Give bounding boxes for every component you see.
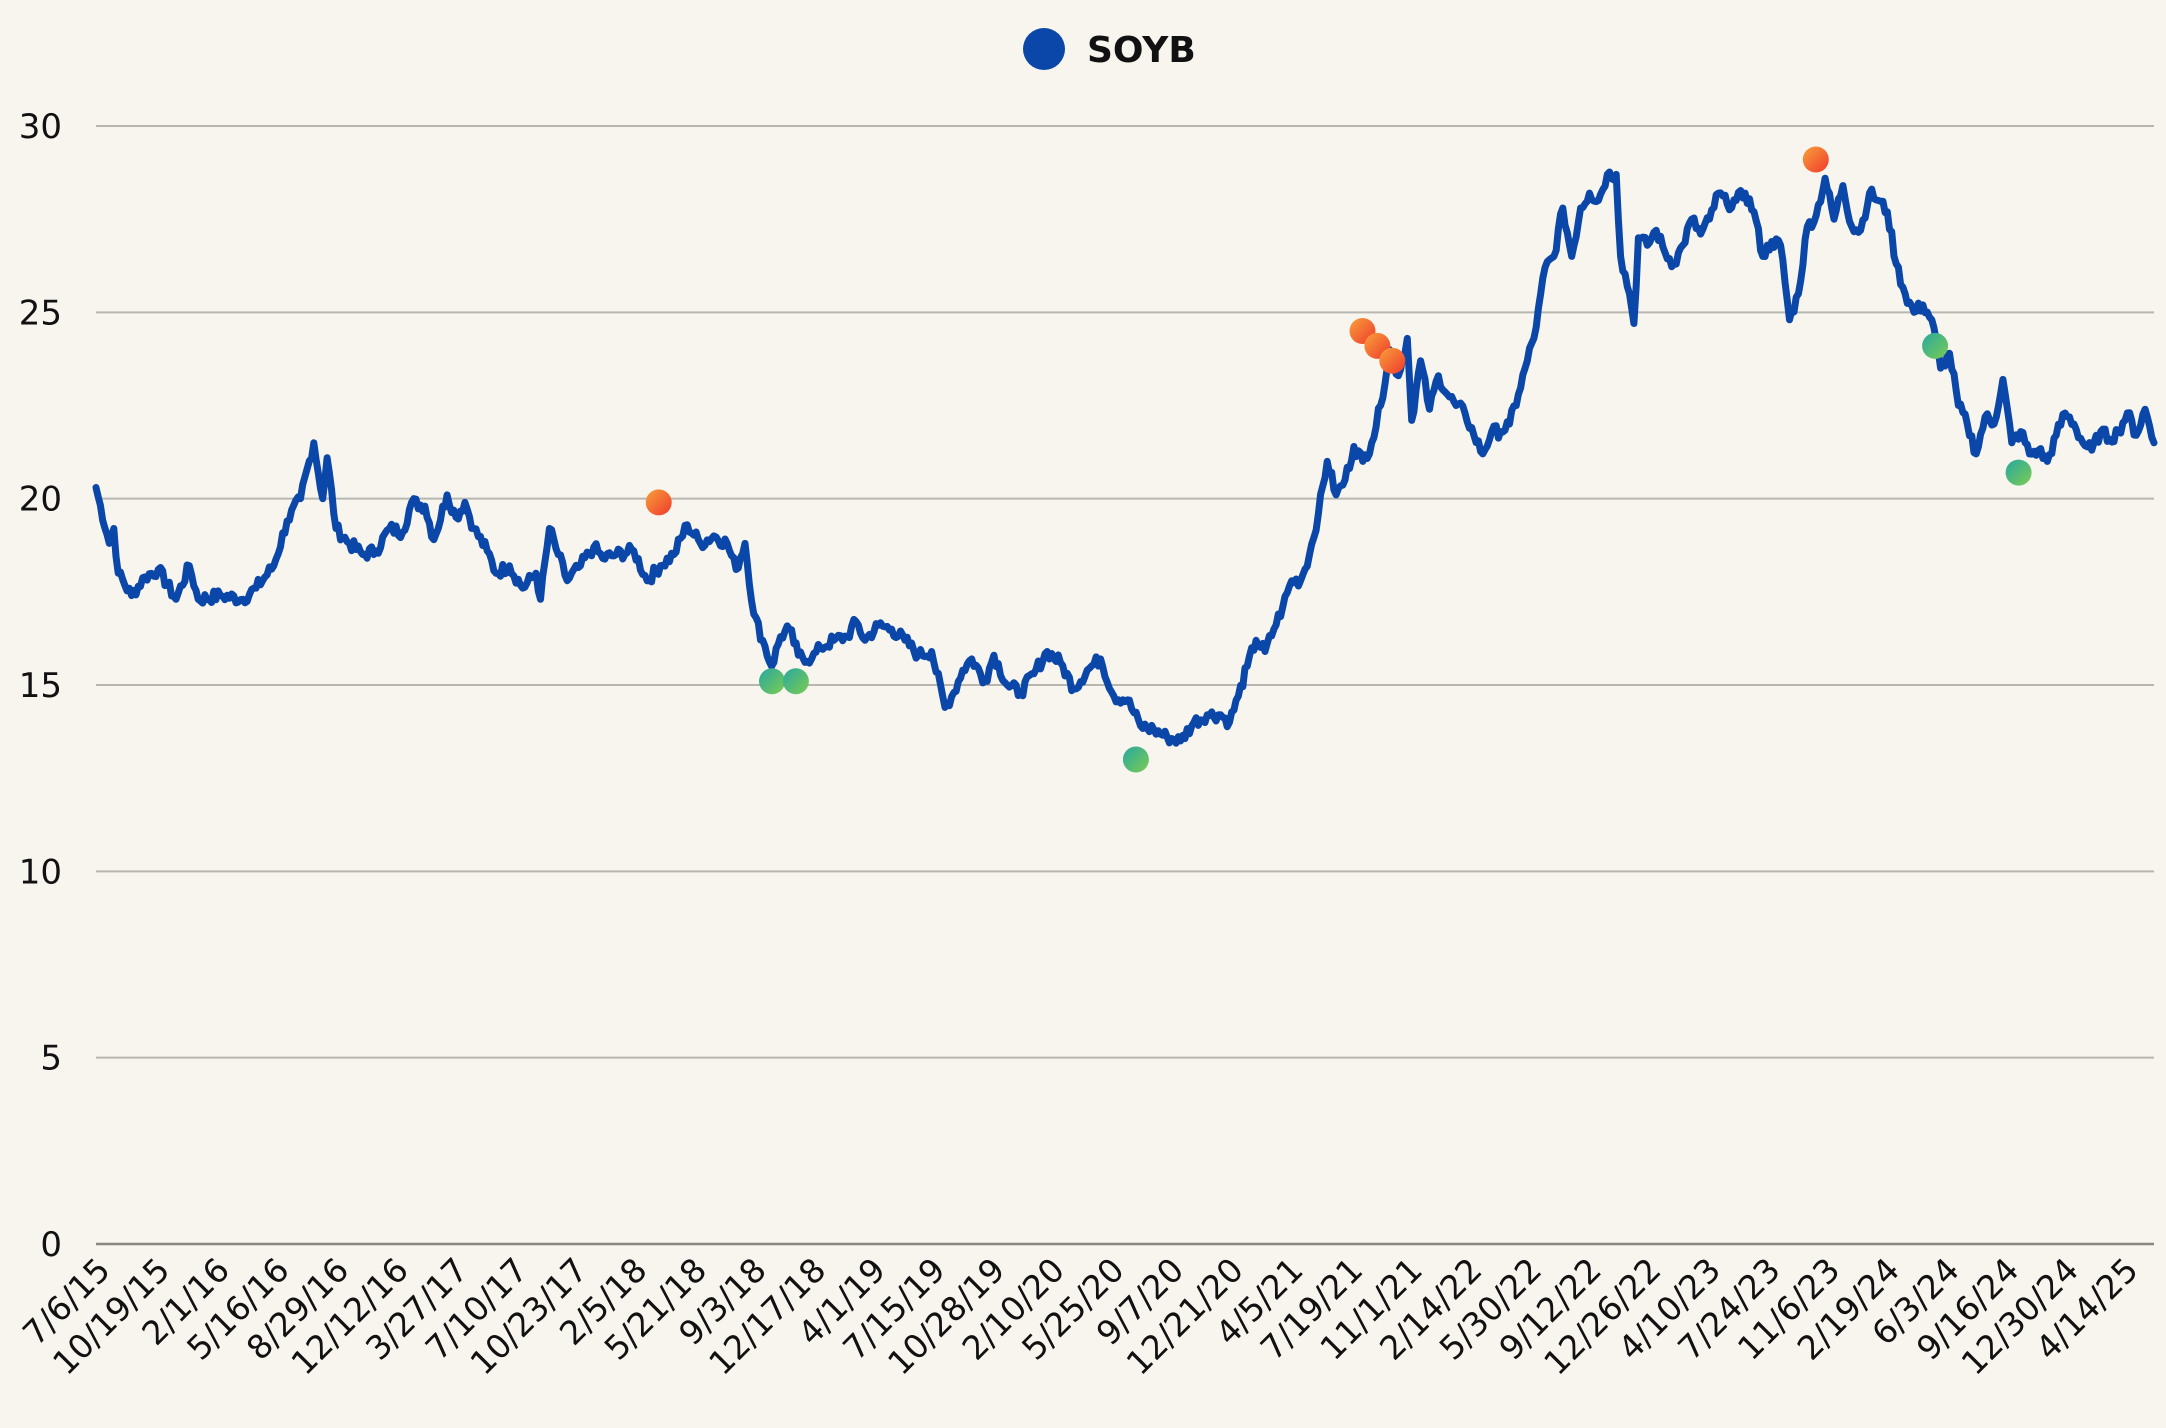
y-tick-label: 10	[19, 852, 62, 892]
y-tick-label: 25	[19, 293, 62, 333]
low-signal-marker	[1122, 746, 1149, 773]
low-signal-marker	[782, 668, 809, 695]
signal-markers	[645, 146, 2032, 773]
y-axis-ticks: 0 5 10 15 20 25 30	[19, 107, 62, 1265]
y-tick-label: 20	[19, 480, 62, 520]
legend: SOYB	[1023, 28, 1196, 71]
series-line-soyb	[92, 168, 2158, 747]
y-tick-label: 5	[40, 1039, 62, 1079]
low-signal-marker	[1922, 332, 1949, 359]
high-signal-marker	[1802, 146, 1829, 173]
y-tick-label: 15	[19, 666, 62, 706]
y-tick-label: 30	[19, 107, 62, 147]
y-tick-label: 0	[40, 1225, 62, 1265]
legend-marker-soyb	[1023, 28, 1065, 70]
high-signal-marker	[645, 489, 672, 516]
low-signal-marker	[759, 668, 785, 695]
gridlines	[96, 125, 2154, 1059]
high-signal-marker	[1379, 347, 1406, 374]
legend-label-soyb: SOYB	[1087, 30, 1196, 71]
low-signal-marker	[2005, 459, 2032, 486]
x-axis-ticks: 7/6/1510/19/152/1/165/16/168/29/1612/12/…	[15, 1250, 2146, 1382]
